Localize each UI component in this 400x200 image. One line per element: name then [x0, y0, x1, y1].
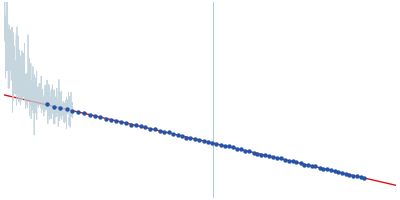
Point	[92, 114, 98, 117]
Point	[192, 138, 198, 141]
Point	[335, 171, 342, 174]
Point	[274, 156, 280, 160]
Point	[166, 131, 172, 134]
Point	[97, 115, 104, 119]
Point	[222, 145, 228, 148]
Point	[44, 103, 51, 106]
Point	[187, 136, 194, 139]
Point	[57, 106, 63, 109]
Point	[354, 174, 360, 178]
Point	[147, 127, 154, 131]
Point	[270, 155, 276, 159]
Point	[123, 122, 130, 125]
Point	[133, 124, 139, 127]
Point	[278, 157, 284, 160]
Point	[156, 129, 163, 132]
Point	[328, 168, 334, 171]
Point	[87, 114, 93, 117]
Point	[254, 152, 260, 155]
Point	[205, 141, 211, 144]
Point	[113, 119, 120, 122]
Point	[262, 153, 268, 157]
Point	[342, 172, 349, 176]
Point	[301, 163, 308, 166]
Point	[183, 136, 190, 139]
Point	[346, 173, 352, 176]
Point	[308, 164, 315, 168]
Point	[258, 153, 265, 156]
Point	[102, 117, 109, 120]
Point	[339, 172, 345, 175]
Point	[234, 147, 240, 150]
Point	[293, 161, 300, 164]
Point	[357, 176, 364, 179]
Point	[174, 134, 181, 137]
Point	[213, 143, 220, 146]
Point	[305, 163, 311, 167]
Point	[118, 120, 124, 124]
Point	[230, 146, 236, 149]
Point	[108, 118, 114, 121]
Point	[350, 174, 356, 177]
Point	[242, 149, 248, 152]
Point	[161, 130, 167, 134]
Point	[331, 170, 338, 173]
Point	[179, 134, 185, 138]
Point	[81, 112, 87, 115]
Point	[128, 123, 134, 126]
Point	[226, 145, 232, 148]
Point	[361, 176, 368, 180]
Point	[266, 154, 272, 157]
Point	[152, 128, 158, 131]
Point	[250, 151, 257, 154]
Point	[282, 158, 288, 161]
Point	[75, 110, 81, 114]
Point	[298, 162, 304, 165]
Point	[142, 126, 149, 129]
Point	[63, 108, 70, 111]
Point	[138, 125, 144, 128]
Point	[209, 141, 215, 144]
Point	[290, 160, 296, 163]
Point	[218, 143, 224, 147]
Point	[324, 168, 330, 171]
Point	[246, 150, 252, 153]
Point	[69, 109, 76, 112]
Point	[316, 166, 323, 169]
Point	[286, 159, 292, 162]
Point	[170, 132, 176, 135]
Point	[200, 139, 207, 142]
Point	[50, 105, 57, 108]
Point	[312, 165, 319, 168]
Point	[196, 139, 203, 142]
Point	[320, 167, 327, 171]
Point	[238, 148, 244, 151]
